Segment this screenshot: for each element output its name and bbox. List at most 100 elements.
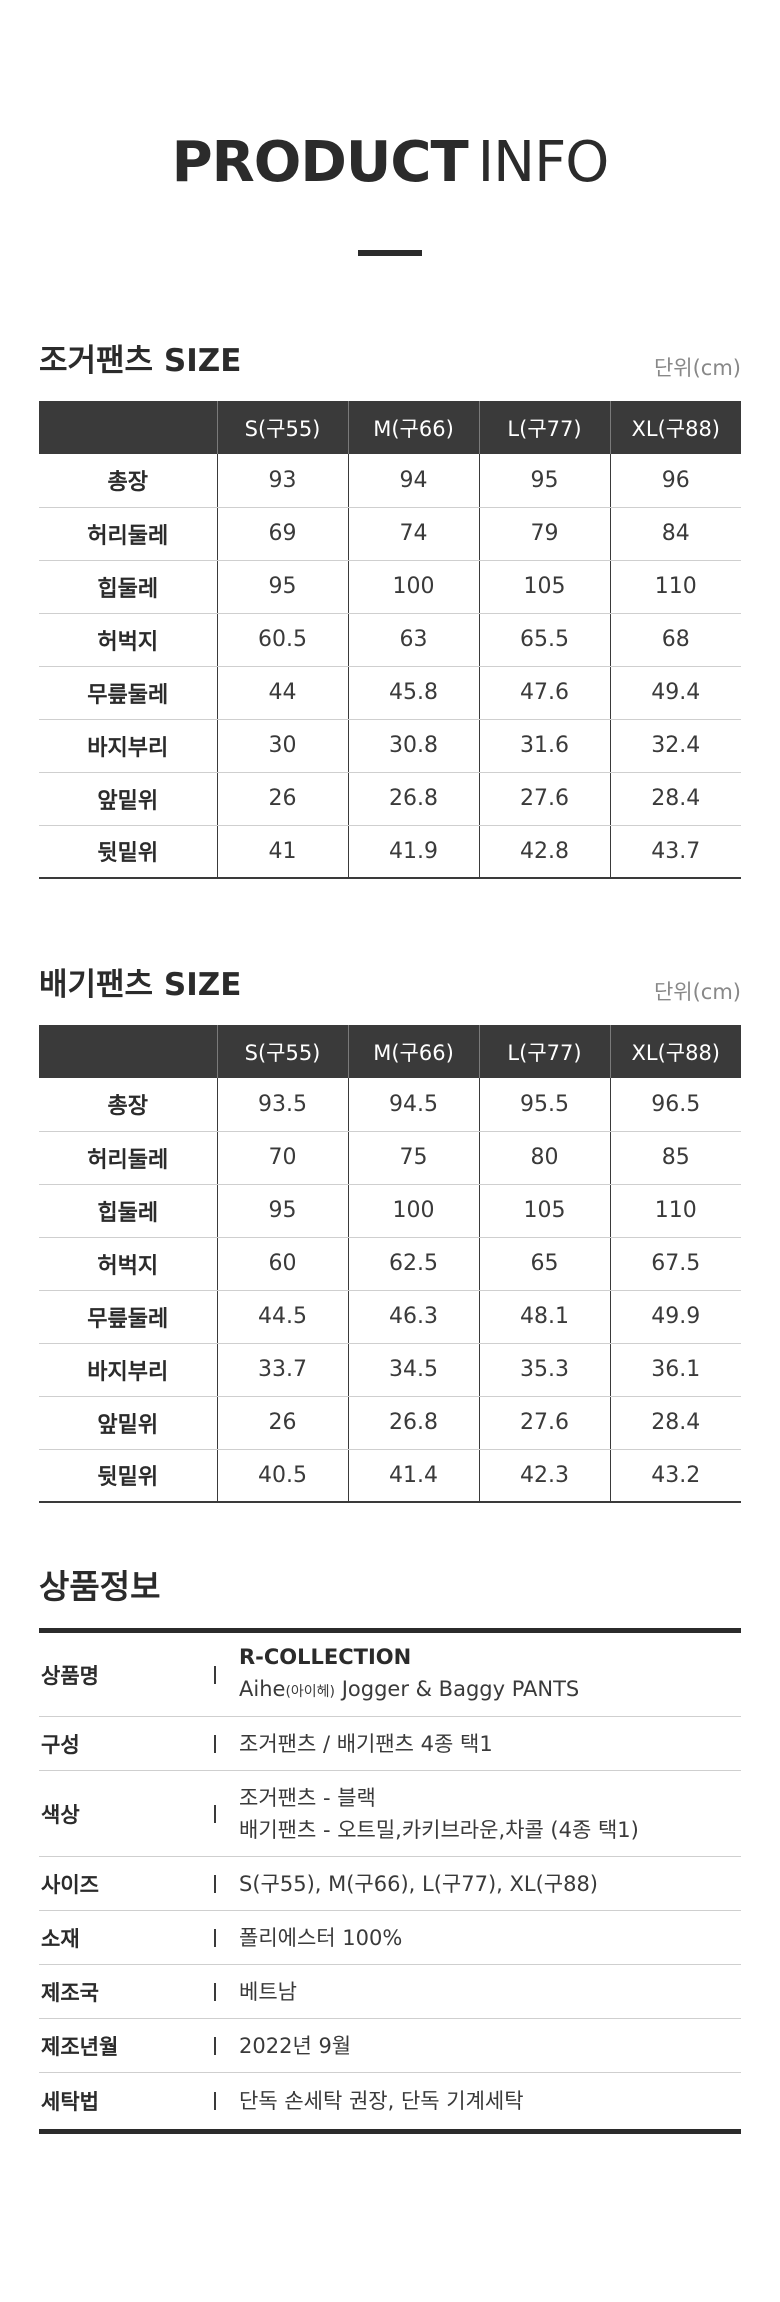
info-label: 세탁법 bbox=[41, 2090, 99, 2114]
measurement-value: 41 bbox=[216, 825, 348, 879]
info-label: 제조년월 bbox=[41, 2034, 119, 2059]
table-row: 총장 93.5 94.5 95.5 96.5 bbox=[39, 1078, 741, 1132]
size-column-header: S(구55) bbox=[216, 1025, 348, 1078]
info-value: 베트남 bbox=[239, 1979, 297, 2004]
table-row: 허리둘레 69 74 79 84 bbox=[39, 507, 741, 561]
measurement-value: 45.8 bbox=[347, 666, 479, 720]
measurement-value: 41.4 bbox=[347, 1449, 479, 1503]
measurement-value: 105 bbox=[478, 560, 610, 614]
info-value: 조거팬츠 / 배기팬츠 4종 택1 bbox=[239, 1731, 493, 1756]
measurement-value: 40.5 bbox=[216, 1449, 348, 1503]
table-header-row: S(구55) M(구66) L(구77) XL(구88) bbox=[39, 1025, 741, 1078]
measurement-value: 65.5 bbox=[478, 613, 610, 667]
measurement-label: 허벅지 bbox=[39, 1237, 217, 1291]
measurement-value: 69 bbox=[216, 507, 348, 561]
measurement-value: 110 bbox=[609, 560, 741, 614]
product-name-pre: Aihe bbox=[239, 1677, 286, 1701]
product-info-header: PRODUCT INFO bbox=[0, 128, 780, 198]
measurement-label: 힙둘레 bbox=[39, 560, 217, 614]
jogger-size-section: 조거팬츠 SIZE 단위(cm) S(구55) M(구66) L(구77) XL(구8… bbox=[39, 336, 741, 879]
measurement-value: 28.4 bbox=[609, 1396, 741, 1450]
measurement-value: 26.8 bbox=[347, 772, 479, 826]
measurement-value: 46.3 bbox=[347, 1290, 479, 1344]
size-column-header: S(구55) bbox=[216, 401, 348, 454]
measurement-value: 32.4 bbox=[609, 719, 741, 773]
table-row: 뒷밑위 40.5 41.4 42.3 43.2 bbox=[39, 1449, 741, 1503]
info-label: 색상 bbox=[41, 1802, 80, 1827]
section-title: 배기팬츠 SIZE bbox=[39, 967, 242, 1003]
measurement-value: 110 bbox=[609, 1184, 741, 1238]
measurement-value: 79 bbox=[478, 507, 610, 561]
product-name: Aihe(아이헤) Jogger & Baggy PANTS bbox=[239, 1673, 579, 1708]
measurement-label: 뒷밑위 bbox=[39, 1449, 217, 1503]
measurement-value: 80 bbox=[478, 1131, 610, 1185]
measurement-value: 100 bbox=[347, 1184, 479, 1238]
measurement-value: 36.1 bbox=[609, 1343, 741, 1397]
measurement-label: 앞밑위 bbox=[39, 772, 217, 826]
table-row: 힙둘레 95 100 105 110 bbox=[39, 560, 741, 614]
measurement-value: 84 bbox=[609, 507, 741, 561]
measurement-label: 바지부리 bbox=[39, 719, 217, 773]
measurement-value: 96.5 bbox=[609, 1078, 741, 1132]
measurement-value: 68 bbox=[609, 613, 741, 667]
size-column-header: XL(구88) bbox=[609, 401, 741, 454]
section-header: 배기팬츠 SIZE 단위(cm) bbox=[39, 960, 741, 1010]
table-row: 허벅지 60 62.5 65 67.5 bbox=[39, 1237, 741, 1291]
info-label: 상품명 bbox=[41, 1663, 99, 1688]
size-column-header: L(구77) bbox=[478, 401, 610, 454]
color-line: 배기팬츠 - 오트밀,카키브라운,차콜 (4종 택1) bbox=[239, 1817, 639, 1842]
info-row-date: 제조년월 2022년 9월 bbox=[39, 2019, 741, 2073]
measurement-value: 95 bbox=[216, 1184, 348, 1238]
baggy-size-table: S(구55) M(구66) L(구77) XL(구88) 총장 93.5 94.5 95.5… bbox=[39, 1025, 741, 1503]
size-column-header: L(구77) bbox=[478, 1025, 610, 1078]
measurement-label: 무릎둘레 bbox=[39, 1290, 217, 1344]
measurement-value: 49.9 bbox=[609, 1290, 741, 1344]
measurement-value: 30 bbox=[216, 719, 348, 773]
measurement-value: 67.5 bbox=[609, 1237, 741, 1291]
measurement-value: 30.8 bbox=[347, 719, 479, 773]
baggy-size-section: 배기팬츠 SIZE 단위(cm) S(구55) M(구66) L(구77) XL(구8… bbox=[39, 960, 741, 1503]
info-row-country: 제조국 베트남 bbox=[39, 1965, 741, 2019]
separator bbox=[214, 1665, 216, 1684]
measurement-value: 63 bbox=[347, 613, 479, 667]
measurement-value: 105 bbox=[478, 1184, 610, 1238]
measurement-value: 70 bbox=[216, 1131, 348, 1185]
measurement-value: 93 bbox=[216, 454, 348, 508]
separator bbox=[214, 2092, 216, 2110]
measurement-label: 힙둘레 bbox=[39, 1184, 217, 1238]
size-column-header: M(구66) bbox=[347, 401, 479, 454]
measurement-value: 96 bbox=[609, 454, 741, 508]
measurement-label: 허벅지 bbox=[39, 613, 217, 667]
info-value: 조거팬츠 - 블랙 배기팬츠 - 오트밀,카키브라운,차콜 (4종 택1) bbox=[239, 1782, 639, 1846]
table-row: 앞밑위 26 26.8 27.6 28.4 bbox=[39, 1396, 741, 1450]
table-row: 총장 93 94 95 96 bbox=[39, 454, 741, 508]
measurement-value: 60 bbox=[216, 1237, 348, 1291]
size-column-header: M(구66) bbox=[347, 1025, 479, 1078]
table-row: 뒷밑위 41 41.9 42.8 43.7 bbox=[39, 825, 741, 879]
product-name-korean: (아이헤) bbox=[285, 1684, 336, 1700]
info-label: 구성 bbox=[41, 1732, 80, 1757]
info-row-name: 상품명 R-COLLECTION Aihe(아이헤) Jogger & Bagg… bbox=[39, 1633, 741, 1717]
unit-label: 단위(cm) bbox=[653, 356, 741, 380]
table-header-row: S(구55) M(구66) L(구77) XL(구88) bbox=[39, 401, 741, 454]
measurement-value: 94.5 bbox=[347, 1078, 479, 1132]
product-details-table: 상품명 R-COLLECTION Aihe(아이헤) Jogger & Bagg… bbox=[39, 1628, 741, 2134]
info-label: 사이즈 bbox=[41, 1872, 99, 1897]
measurement-label: 허리둘레 bbox=[39, 507, 217, 561]
info-value: 2022년 9월 bbox=[239, 2033, 352, 2058]
info-value: 단독 손세탁 권장, 단독 기계세탁 bbox=[239, 2089, 524, 2113]
measurement-value: 65 bbox=[478, 1237, 610, 1291]
header-cell-empty bbox=[39, 401, 217, 454]
table-row: 바지부리 30 30.8 31.6 32.4 bbox=[39, 719, 741, 773]
measurement-value: 33.7 bbox=[216, 1343, 348, 1397]
table-row: 힙둘레 95 100 105 110 bbox=[39, 1184, 741, 1238]
measurement-value: 26 bbox=[216, 772, 348, 826]
measurement-value: 44 bbox=[216, 666, 348, 720]
measurement-value: 93.5 bbox=[216, 1078, 348, 1132]
measurement-value: 75 bbox=[347, 1131, 479, 1185]
title-light: INFO bbox=[477, 130, 610, 195]
measurement-value: 27.6 bbox=[478, 772, 610, 826]
measurement-value: 95.5 bbox=[478, 1078, 610, 1132]
measurement-value: 35.3 bbox=[478, 1343, 610, 1397]
unit-label: 단위(cm) bbox=[653, 980, 741, 1004]
